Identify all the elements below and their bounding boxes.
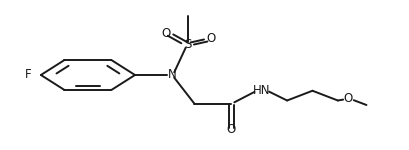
Text: S: S <box>184 39 192 51</box>
Text: O: O <box>344 93 353 105</box>
Text: O: O <box>227 123 236 136</box>
Text: HN: HN <box>253 84 270 97</box>
Text: F: F <box>25 69 32 81</box>
Text: O: O <box>206 33 215 45</box>
Text: O: O <box>161 27 170 39</box>
Text: N: N <box>167 69 176 81</box>
